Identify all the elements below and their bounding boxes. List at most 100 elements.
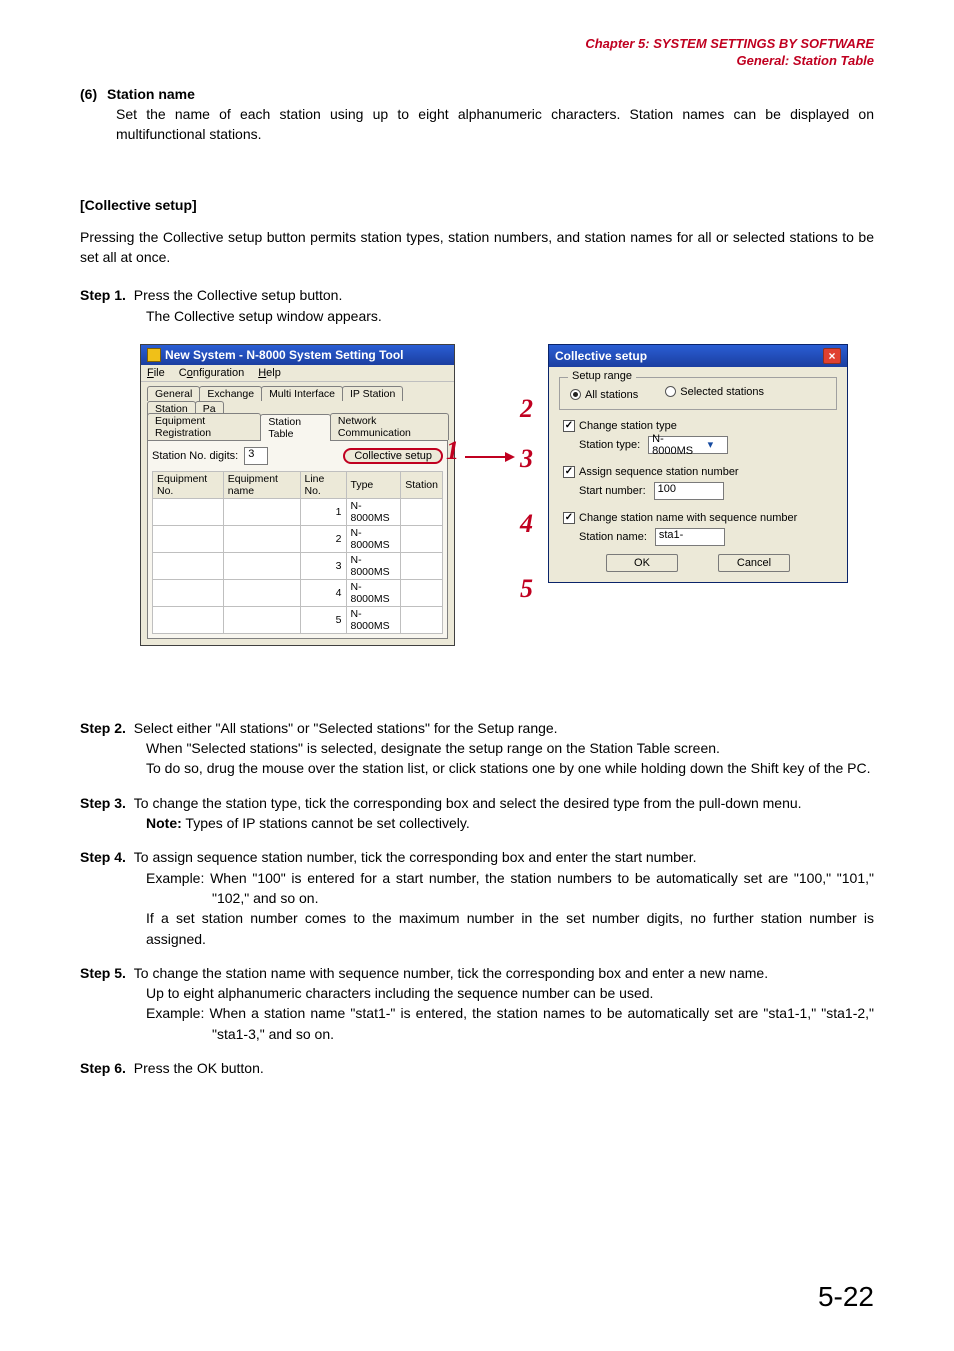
step2-label: Step 2. (80, 720, 126, 736)
station-type-label: Station type: (579, 439, 640, 451)
app-icon (147, 348, 161, 362)
table-row[interactable]: 2N-8000MS (153, 525, 443, 552)
ok-button[interactable]: OK (606, 554, 678, 572)
section-line: General: Station Table (80, 53, 874, 70)
chapter-line: Chapter 5: SYSTEM SETTINGS BY SOFTWARE (80, 36, 874, 53)
titlebar-right: Collective setup × (549, 345, 847, 367)
item6-title: Station name (107, 86, 195, 102)
step6-label: Step 6. (80, 1060, 126, 1076)
station-name-label: Station name: (579, 531, 647, 543)
st-digits-label: Station No. digits: (152, 450, 238, 462)
check-change-name[interactable]: Change station name with sequence number (563, 512, 797, 524)
tab-multi[interactable]: Multi Interface (261, 386, 343, 401)
callout-4: 4 (520, 509, 533, 539)
step3-l1: To change the station type, tick the cor… (134, 795, 802, 811)
menu-help[interactable]: Help (258, 367, 281, 379)
step4: Step 4. To assign sequence station numbe… (80, 847, 874, 948)
step5-label: Step 5. (80, 965, 126, 981)
group-setup-range: Setup range All stations Selected statio… (559, 377, 837, 410)
item6: (6) Station name Set the name of each st… (80, 84, 874, 145)
step6: Step 6. Press the OK button. (80, 1058, 874, 1078)
checkbox-icon (563, 420, 575, 432)
station-name-input[interactable]: sta1- (655, 528, 725, 546)
callout-2: 2 (520, 394, 533, 424)
radio-all-stations[interactable]: All stations (570, 389, 638, 401)
page-number: 5-22 (818, 1281, 874, 1313)
station-table: Equipment No. Equipment name Line No. Ty… (152, 471, 443, 634)
tab-ip[interactable]: IP Station (342, 386, 403, 401)
step1-label: Step 1. (80, 287, 126, 303)
step1-l1: Press the Collective setup button. (134, 287, 343, 303)
step5-ex-body: When a station name "stat1-" is entered,… (209, 1005, 874, 1041)
checkbox-icon (563, 466, 575, 478)
menu-file[interactable]: File (147, 367, 165, 379)
step2: Step 2. Select either "All stations" or … (80, 718, 874, 779)
item6-body: Set the name of each station using up to… (116, 104, 874, 145)
group-legend: Setup range (568, 370, 636, 382)
step2-l2: When "Selected stations" is selected, de… (146, 738, 874, 758)
step3-note: Note: (146, 815, 182, 831)
collective-setup-button[interactable]: Collective setup (343, 448, 443, 464)
step5: Step 5. To change the station name with … (80, 963, 874, 1044)
page-header: Chapter 5: SYSTEM SETTINGS BY SOFTWARE G… (80, 36, 874, 70)
col-station: Station (401, 471, 443, 498)
menu-config[interactable]: Configuration (179, 367, 244, 379)
step2-l3: To do so, drug the mouse over the statio… (146, 758, 874, 778)
step3: Step 3. To change the station type, tick… (80, 793, 874, 834)
tab-row-1: General Exchange Multi Interface IP Stat… (141, 382, 454, 416)
step4-l1: To assign sequence station number, tick … (134, 849, 697, 865)
collective-intro: Pressing the Collective setup button per… (80, 227, 874, 268)
table-row[interactable]: 3N-8000MS (153, 552, 443, 579)
tab-general[interactable]: General (147, 386, 200, 401)
item6-num: (6) (80, 86, 97, 102)
titlebar-left-text: New System - N-8000 System Setting Tool (165, 348, 404, 362)
tab-netcom[interactable]: Network Communication (330, 413, 449, 440)
station-type-select[interactable]: N-8000MS (648, 436, 728, 454)
step5-ex-label: Example: (146, 1005, 204, 1021)
st-digits-input[interactable]: 3 (244, 447, 268, 465)
titlebar-left: New System - N-8000 System Setting Tool (141, 345, 454, 365)
step6-l1: Press the OK button. (134, 1060, 264, 1076)
arrow-icon (465, 456, 513, 458)
collective-heading-text: [Collective setup] (80, 197, 197, 213)
setting-tool-window: New System - N-8000 System Setting Tool … (140, 344, 455, 646)
step4-ex-label: Example: (146, 870, 204, 886)
step3-l2: Types of IP stations cannot be set colle… (185, 815, 469, 831)
pane-station-table: Station No. digits: 3 Collective setup E… (147, 440, 448, 639)
callout-1: 1 (446, 436, 459, 466)
tab-station-table[interactable]: Station Table (260, 414, 331, 441)
tab-exchange[interactable]: Exchange (199, 386, 262, 401)
step2-l1: Select either "All stations" or "Selecte… (134, 720, 558, 736)
radio-dot-icon (570, 389, 581, 400)
step3-label: Step 3. (80, 795, 126, 811)
col-eqname: Equipment name (223, 471, 300, 498)
start-number-label: Start number: (579, 485, 646, 497)
tab-equip-reg[interactable]: Equipment Registration (147, 413, 261, 440)
callout-5: 5 (520, 574, 533, 604)
cancel-button[interactable]: Cancel (718, 554, 790, 572)
collective-heading: [Collective setup] (80, 197, 874, 213)
step4-l2: If a set station number comes to the max… (146, 908, 874, 949)
table-row[interactable]: 1N-8000MS (153, 498, 443, 525)
radio-dot-icon (665, 386, 676, 397)
step4-label: Step 4. (80, 849, 126, 865)
step5-l1: To change the station name with sequence… (134, 965, 768, 981)
radio-selected-stations[interactable]: Selected stations (665, 386, 764, 398)
tab-row-2: Equipment Registration Station Table Net… (141, 413, 454, 440)
table-row[interactable]: 4N-8000MS (153, 579, 443, 606)
col-type: Type (346, 471, 401, 498)
close-icon[interactable]: × (823, 348, 841, 364)
step4-ex-body: When "100" is entered for a start number… (210, 870, 874, 906)
check-change-type[interactable]: Change station type (563, 420, 677, 432)
table-row[interactable]: 5N-8000MS (153, 606, 443, 633)
figure-area: New System - N-8000 System Setting Tool … (140, 344, 920, 694)
collective-setup-dialog: Collective setup × Setup range All stati… (548, 344, 848, 583)
checkbox-icon (563, 512, 575, 524)
step1-l2: The Collective setup window appears. (146, 306, 874, 326)
menubar: File Configuration Help (141, 365, 454, 382)
callout-3: 3 (520, 444, 533, 474)
start-number-input[interactable]: 100 (654, 482, 724, 500)
step1: Step 1. Press the Collective setup butto… (80, 285, 874, 326)
step5-l2: Up to eight alphanumeric characters incl… (146, 983, 874, 1003)
check-assign-seq[interactable]: Assign sequence station number (563, 466, 739, 478)
